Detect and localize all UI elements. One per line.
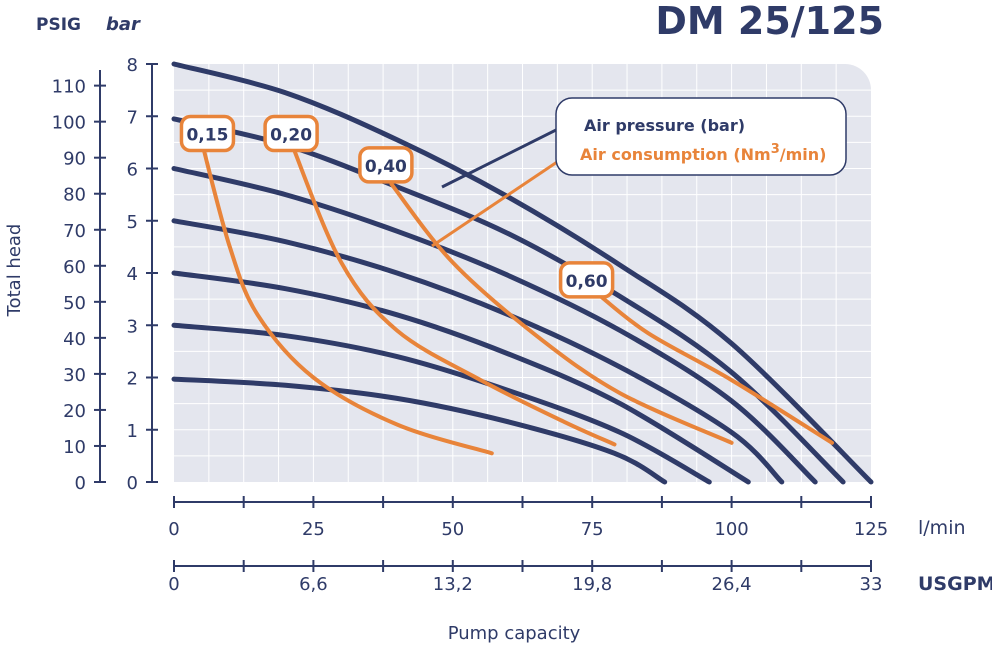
usgpm-axis: 0 6,6 13,2 19,8 26,4 33 xyxy=(168,560,882,595)
lmin-tick-label: 125 xyxy=(854,519,888,540)
lmin-unit-label: l/min xyxy=(918,517,966,539)
air-consumption-label-box xyxy=(179,114,236,153)
air-consumption-label: 0,20 xyxy=(270,126,312,146)
psig-axis: 0 10 20 30 40 50 60 70 80 90 100 110 xyxy=(52,77,106,494)
air-consumption-curve xyxy=(595,291,834,445)
psig-tick-label: 90 xyxy=(63,149,86,170)
air-consumption-curve xyxy=(289,140,617,447)
bar-tick-label: 2 xyxy=(127,369,138,390)
air-pressure-curve xyxy=(171,376,668,485)
air-consumption-label: 0,60 xyxy=(566,272,608,292)
air-consumption-label-box xyxy=(358,146,414,184)
bar-tick-label: 6 xyxy=(127,160,138,181)
bar-tick-label: 8 xyxy=(127,55,138,76)
lmin-tick-label: 25 xyxy=(302,519,325,540)
air-pressure-curve xyxy=(171,166,818,485)
air-consumption-label-box xyxy=(558,261,615,299)
bar-tick-label: 1 xyxy=(127,421,138,442)
consumption-leader-line xyxy=(431,150,573,248)
legend-air-consumption: Air consumption (Nm3/min) xyxy=(580,142,826,164)
air-consumption-curve xyxy=(389,182,734,445)
psig-tick-label: 20 xyxy=(63,401,86,422)
usgpm-tick-label: 0 xyxy=(168,574,179,595)
air-consumption-label: 0,40 xyxy=(365,157,407,177)
lmin-axis: 0 25 50 75 100 125 xyxy=(168,496,888,540)
legend-leader-lines xyxy=(431,120,573,248)
pressure-leader-line xyxy=(441,120,573,189)
usgpm-tick-label: 13,2 xyxy=(433,574,473,595)
psig-tick-label: 70 xyxy=(63,221,86,242)
bar-unit-label: bar xyxy=(106,14,141,35)
x-axis-title: Pump capacity xyxy=(448,623,581,644)
psig-unit-label: PSIG xyxy=(36,15,81,35)
lmin-tick-label: 50 xyxy=(441,519,464,540)
psig-tick-label: 100 xyxy=(52,113,86,134)
y-axis-title: Total head xyxy=(4,224,25,318)
psig-tick-label: 30 xyxy=(63,365,86,386)
psig-tick-label: 110 xyxy=(52,77,86,98)
bar-tick-label: 4 xyxy=(127,264,138,285)
usgpm-tick-label: 19,8 xyxy=(572,574,612,595)
legend-air-consumption-sup: 3 xyxy=(771,142,780,157)
bar-tick-label: 5 xyxy=(127,212,138,233)
psig-tick-label: 40 xyxy=(63,329,86,350)
legend-air-consumption-suffix: /min) xyxy=(780,145,827,164)
bar-tick-label: 7 xyxy=(127,107,138,128)
air-consumption-label-box xyxy=(263,114,319,153)
legend: Air pressure (bar) Air consumption (Nm3/… xyxy=(555,97,847,176)
lmin-tick-label: 0 xyxy=(168,519,179,540)
usgpm-tick-label: 33 xyxy=(860,574,883,595)
air-consumption-label: 0,15 xyxy=(186,126,228,146)
legend-box xyxy=(555,97,847,176)
air-consumption-labels: 0,15 0,20 0,40 0,60 xyxy=(179,114,615,299)
lmin-tick-label: 100 xyxy=(714,519,748,540)
psig-tick-label: 50 xyxy=(63,293,86,314)
bar-tick-label: 3 xyxy=(127,316,138,337)
bar-axis: 0 1 2 3 4 5 6 7 8 xyxy=(127,55,158,494)
psig-tick-label: 60 xyxy=(63,257,86,278)
air-pressure-curve xyxy=(171,270,751,485)
legend-air-consumption-prefix: Air consumption (Nm xyxy=(580,145,771,164)
air-consumption-curves xyxy=(199,140,834,456)
air-pressure-curve xyxy=(171,61,874,485)
bar-tick-label: 0 xyxy=(127,473,138,494)
lmin-tick-label: 75 xyxy=(581,519,604,540)
usgpm-unit-label: USGPM xyxy=(918,573,992,595)
usgpm-tick-label: 26,4 xyxy=(712,574,752,595)
psig-tick-label: 80 xyxy=(63,185,86,206)
chart-title: DM 25/125 xyxy=(655,0,884,43)
legend-air-pressure: Air pressure (bar) xyxy=(584,116,745,135)
usgpm-tick-label: 6,6 xyxy=(299,574,328,595)
psig-tick-label: 10 xyxy=(63,437,86,458)
air-consumption-curve xyxy=(199,140,494,456)
psig-tick-label: 0 xyxy=(75,473,86,494)
